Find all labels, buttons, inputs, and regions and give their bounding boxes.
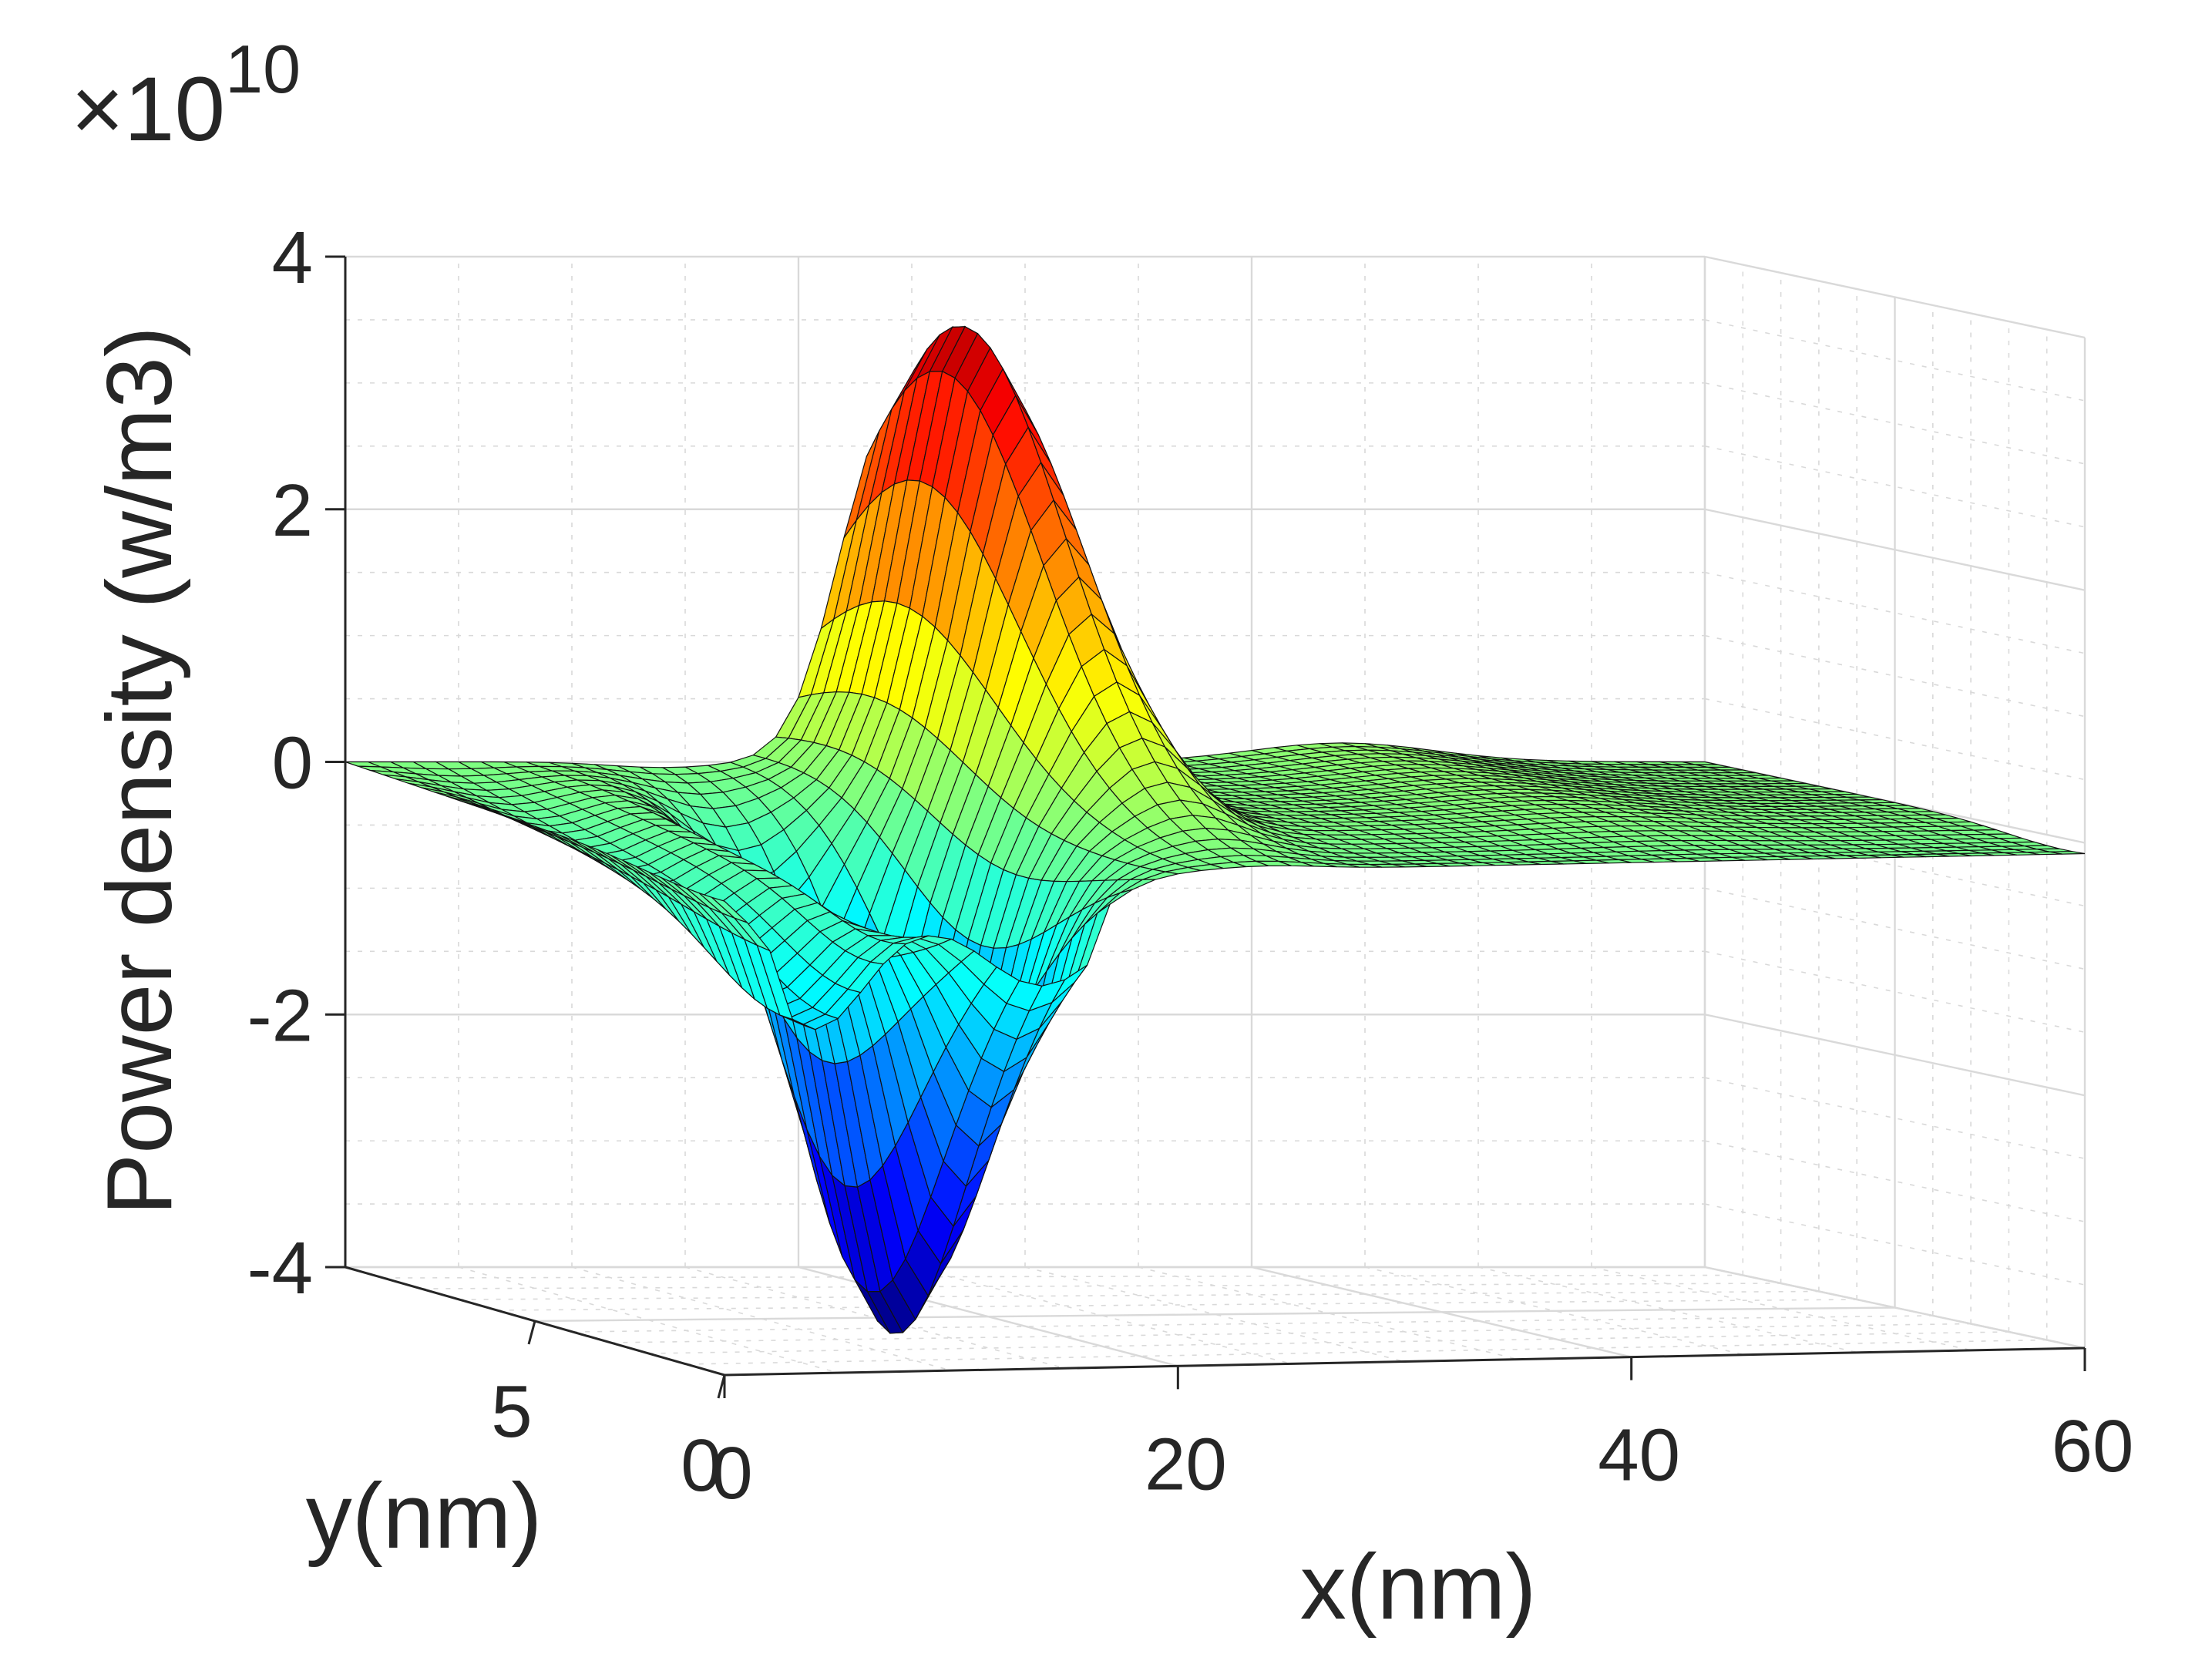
gridline: [534, 1306, 1895, 1323]
gridline: [1591, 1266, 1972, 1351]
y-tick-label: 0: [681, 1424, 721, 1507]
surface-mesh: [345, 325, 2086, 1334]
gridline: [1477, 1266, 1859, 1353]
z-exponent-power: 10: [225, 31, 301, 107]
gridline: [1364, 1266, 1745, 1356]
x-axis-label: x(nm): [1300, 1535, 1537, 1639]
x-tick-labels: 0 20 40 60: [711, 1405, 2133, 1515]
x-tick-label: 40: [1598, 1414, 1680, 1497]
x-axis-line: [724, 1347, 2086, 1377]
gridline: [1704, 319, 2086, 402]
z-tick-labels: 4 2 0 -2 -4: [247, 217, 313, 1310]
z-tick-label: -2: [247, 974, 313, 1057]
gridline: [1024, 1266, 1405, 1363]
x-tick-label: 0: [711, 1432, 752, 1515]
gridline: [1138, 1266, 1518, 1360]
gridline: [686, 1339, 2047, 1365]
x-tick-label: 20: [1145, 1423, 1227, 1505]
gridline: [496, 1299, 1857, 1311]
z-tick-label: 0: [272, 722, 313, 805]
gridline: [571, 1266, 952, 1371]
gridline: [1704, 887, 2086, 970]
gridline: [1704, 698, 2086, 781]
gridline: [684, 1266, 1065, 1370]
axes: [325, 255, 2086, 1399]
gridline: [1704, 1140, 2086, 1222]
gridline: [573, 1315, 1933, 1333]
gridline: [1704, 634, 2086, 718]
z-exponent-label: ×1010: [71, 31, 301, 160]
gridline: [911, 1266, 1292, 1365]
gridline: [1704, 571, 2086, 654]
y-tick-mark: [717, 1374, 726, 1399]
gridline: [459, 1290, 1819, 1300]
gridline: [1704, 445, 2086, 528]
y-tick-label: 5: [491, 1370, 532, 1453]
y-tick-labels: 05: [491, 1370, 721, 1507]
z-tick-label: -4: [247, 1227, 313, 1310]
x-tick-label: 60: [2052, 1405, 2134, 1488]
y-axis-label: y(nm): [306, 1464, 543, 1568]
gridline: [610, 1323, 1972, 1343]
gridline: [1704, 950, 2086, 1034]
gridline: [458, 1266, 839, 1373]
gridline: [1704, 382, 2086, 465]
gridline: [648, 1331, 2009, 1354]
z-tick-label: 2: [272, 469, 313, 552]
z-tick-label: 4: [272, 217, 313, 299]
z-exponent-prefix: ×10: [71, 59, 225, 160]
gridline: [1704, 1077, 2086, 1159]
y-tick-mark: [527, 1320, 536, 1345]
z-axis-label: Power density (w/m3): [88, 326, 191, 1215]
gridline: [383, 1274, 1743, 1279]
surface-cell: [711, 896, 748, 923]
gridline: [1704, 1203, 2086, 1286]
gridline: [421, 1283, 1781, 1289]
